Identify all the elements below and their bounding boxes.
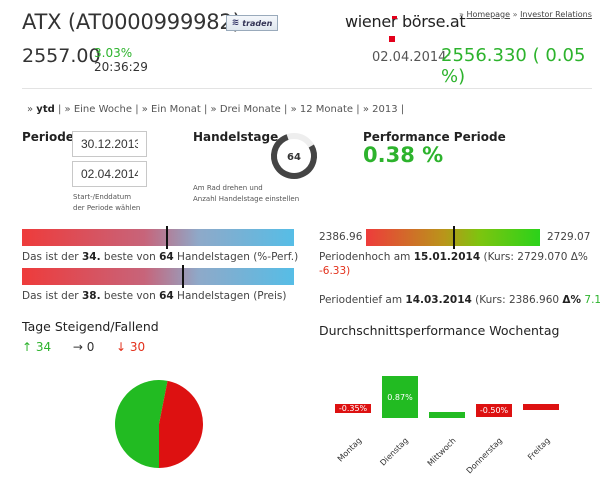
weekday-bar-donnerstag: -0.50% xyxy=(476,404,512,418)
weekday-label-donnerstag: Donnerstag xyxy=(464,436,505,476)
quote-date: 02.04.2014: xyxy=(372,50,451,65)
weekday-bar-freitag xyxy=(523,404,559,410)
handelstage-note-line1: Am Rad drehen und xyxy=(193,184,263,192)
range-marker xyxy=(453,226,455,249)
perf-rank-text: Das ist der 34. beste von 64 Handelstage… xyxy=(22,251,299,263)
weekday-bar-mittwoch xyxy=(429,412,465,418)
period-low-text: Periodentief am 14.03.2014 (Kurs: 2386.9… xyxy=(319,294,600,306)
start-date-field[interactable] xyxy=(72,131,147,157)
price-rank-text: Das ist der 38. beste von 64 Handelstage… xyxy=(22,290,287,302)
quote-time: 20:36:29 xyxy=(94,60,148,74)
periode-note-line2: der Periode wählen xyxy=(73,204,141,212)
pie-slice-fallend xyxy=(159,380,203,468)
tab-ein-monat[interactable]: Ein Monat xyxy=(151,104,201,115)
up-down-counts: ↑ 34 → 0 ↓ 30 xyxy=(22,340,145,354)
price-rank-bar xyxy=(22,268,294,285)
tab-eine-woche[interactable]: Eine Woche xyxy=(73,104,132,115)
perf-rank-marker xyxy=(166,226,169,249)
weekday-label-mittwoch: Mittwoch xyxy=(425,436,458,469)
index-title: ATX (AT0000999982) xyxy=(22,10,241,34)
period-high-delta: -6.33) xyxy=(319,265,351,277)
top-links: » Homepage » Investor Relations xyxy=(459,10,592,19)
investor-relations-link[interactable]: Investor Relations xyxy=(520,10,592,19)
flat-count: 0 xyxy=(86,340,95,354)
up-down-title: Tage Steigend/Fallend xyxy=(22,319,159,334)
price-rank-marker xyxy=(182,265,185,288)
handelstage-wheel[interactable]: 64 xyxy=(268,130,320,182)
logo-accent-mark xyxy=(392,16,397,19)
weekday-title: Durchschnittsperformance Wochentag xyxy=(319,323,560,338)
period-high-text: Periodenhoch am 15.01.2014 (Kurs: 2729.0… xyxy=(319,251,588,263)
trade-button[interactable]: ≋ traden xyxy=(226,15,278,31)
weekday-label-freitag: Freitag xyxy=(525,436,552,462)
periode-note-line1: Start-/Enddatum xyxy=(73,193,132,201)
logo-text-left: wiener xyxy=(345,12,398,31)
link-separator: » xyxy=(512,10,518,19)
range-high: 2729.07 xyxy=(547,231,591,243)
up-arrow-icon: ↑ xyxy=(22,340,33,354)
performance-label: Performance Periode xyxy=(363,130,506,144)
perf-rank-bar xyxy=(22,229,294,246)
period-tabs: » ytd | » Eine Woche | » Ein Monat | » D… xyxy=(27,104,405,115)
trade-arrow-icon: ≋ xyxy=(231,18,240,28)
weekday-bar-chart: -0.35% Montag 0.87% Dienstag Mittwoch -0.50% D… xyxy=(325,370,570,475)
weekday-bar-dienstag: 0.87% xyxy=(382,376,418,418)
homepage-link[interactable]: Homepage xyxy=(466,10,511,19)
handelstage-label: Handelstage xyxy=(193,130,279,144)
tab-ytd[interactable]: ytd xyxy=(36,104,55,115)
up-count: 34 xyxy=(35,340,52,354)
up-down-pie-chart xyxy=(115,380,203,468)
down-arrow-icon: ↓ xyxy=(116,340,127,354)
range-low: 2386.96 xyxy=(319,231,363,243)
change-percent: 3.03% xyxy=(94,46,133,60)
handelstage-note-line2: Anzahl Handelstage einstellen xyxy=(193,195,300,203)
link-prefix: » xyxy=(459,10,464,19)
wiener-boerse-logo[interactable]: wiener börse.at xyxy=(345,12,466,31)
trade-button-label: traden xyxy=(242,18,273,28)
divider xyxy=(22,88,592,89)
logo-accent-dot xyxy=(389,36,395,42)
weekday-label-montag: Montag xyxy=(335,436,364,464)
tab-12-monate[interactable]: 12 Monate xyxy=(299,104,354,115)
down-count: 30 xyxy=(129,340,146,354)
periode-note: Start-/Enddatum der Periode wählen xyxy=(73,192,140,214)
flat-arrow-icon: → xyxy=(72,340,83,354)
tab-drei-monate[interactable]: Drei Monate xyxy=(219,104,281,115)
periode-label: Periode xyxy=(22,130,74,144)
end-date-field[interactable] xyxy=(72,161,147,187)
quote-value: 2556.330 ( 0.05 %) xyxy=(441,45,586,87)
last-price: 2557.00 xyxy=(22,45,101,67)
logo-text-right: börse.at xyxy=(401,12,466,31)
weekday-label-dienstag: Dienstag xyxy=(378,436,411,468)
performance-value: 0.38 % xyxy=(363,143,444,167)
handelstage-note: Am Rad drehen und Anzahl Handelstage ein… xyxy=(193,183,299,205)
tab-2013[interactable]: 2013 xyxy=(372,104,398,115)
handelstage-value: 64 xyxy=(287,152,301,163)
weekday-bar-montag: -0.35% xyxy=(335,404,371,414)
pie-slice-steigend xyxy=(115,380,168,468)
